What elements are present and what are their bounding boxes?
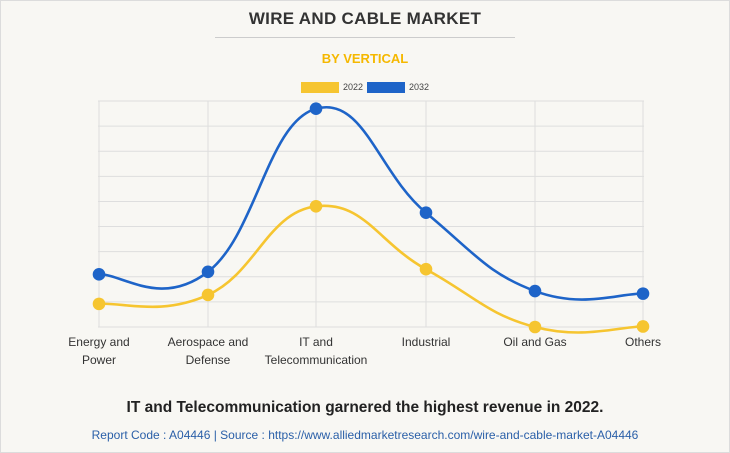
legend-swatch-2022 xyxy=(300,81,339,93)
data-point-2032-5 xyxy=(636,287,650,300)
x-tick-label-line: Others xyxy=(625,335,661,349)
x-tick-label-3: Industrial xyxy=(402,335,451,349)
series-2032 xyxy=(92,102,650,301)
x-tick-label-line: Defense xyxy=(186,353,231,367)
x-tick-label-line: IT and xyxy=(299,335,333,349)
data-point-2032-2 xyxy=(309,102,323,116)
data-point-2022-4 xyxy=(528,320,542,334)
x-tick-label-4: Oil and Gas xyxy=(503,335,566,349)
series-line-2022 xyxy=(97,204,645,334)
x-tick-label-1: Aerospace and Defense xyxy=(168,335,249,367)
title-divider xyxy=(215,37,515,38)
legend-item-2032[interactable]: 2032 xyxy=(367,81,430,93)
data-point-2022-3 xyxy=(419,262,433,276)
x-tick-label-2: IT and Telecommunication xyxy=(265,335,368,367)
data-point-2032-3 xyxy=(419,206,433,220)
x-tick-label-line: Power xyxy=(82,353,116,367)
x-tick-label-line: Oil and Gas xyxy=(503,335,566,349)
legend-swatch-2032 xyxy=(367,81,405,93)
legend: 2022 2032 xyxy=(0,80,730,94)
data-point-2022-5 xyxy=(636,320,650,333)
x-tick-label-line: Industrial xyxy=(402,335,451,349)
data-point-2022-2 xyxy=(309,199,323,213)
chart-headline: IT and Telecommunication garnered the hi… xyxy=(126,399,604,416)
data-point-2032-0 xyxy=(92,268,106,281)
series-line-2032 xyxy=(97,105,645,301)
data-point-2022-0 xyxy=(92,297,106,311)
x-tick-label-5: Others xyxy=(625,335,661,349)
chart-title: WIRE AND CABLE MARKET xyxy=(248,9,482,28)
chart-subtitle: BY VERTICAL xyxy=(321,51,409,66)
x-tick-label-line: Telecommunication xyxy=(265,353,368,367)
data-point-2022-1 xyxy=(201,288,215,302)
x-tick-label-line: Energy and xyxy=(68,335,129,349)
series-2022 xyxy=(92,199,650,334)
legend-item-2022[interactable]: 2022 xyxy=(300,81,363,93)
gridlines xyxy=(98,100,644,328)
report-source-footer[interactable]: Report Code : A04446 | Source : https://… xyxy=(91,428,639,442)
data-point-2032-4 xyxy=(528,284,542,298)
data-point-2032-1 xyxy=(201,265,215,279)
x-axis-labels: Energy and Power Aerospace and Defense IT an… xyxy=(68,335,661,367)
x-tick-label-line: Aerospace and xyxy=(168,335,249,349)
legend-label-2032: 2032 xyxy=(409,82,430,92)
legend-label-2022: 2022 xyxy=(342,82,363,92)
x-tick-label-0: Energy and Power xyxy=(68,335,129,367)
